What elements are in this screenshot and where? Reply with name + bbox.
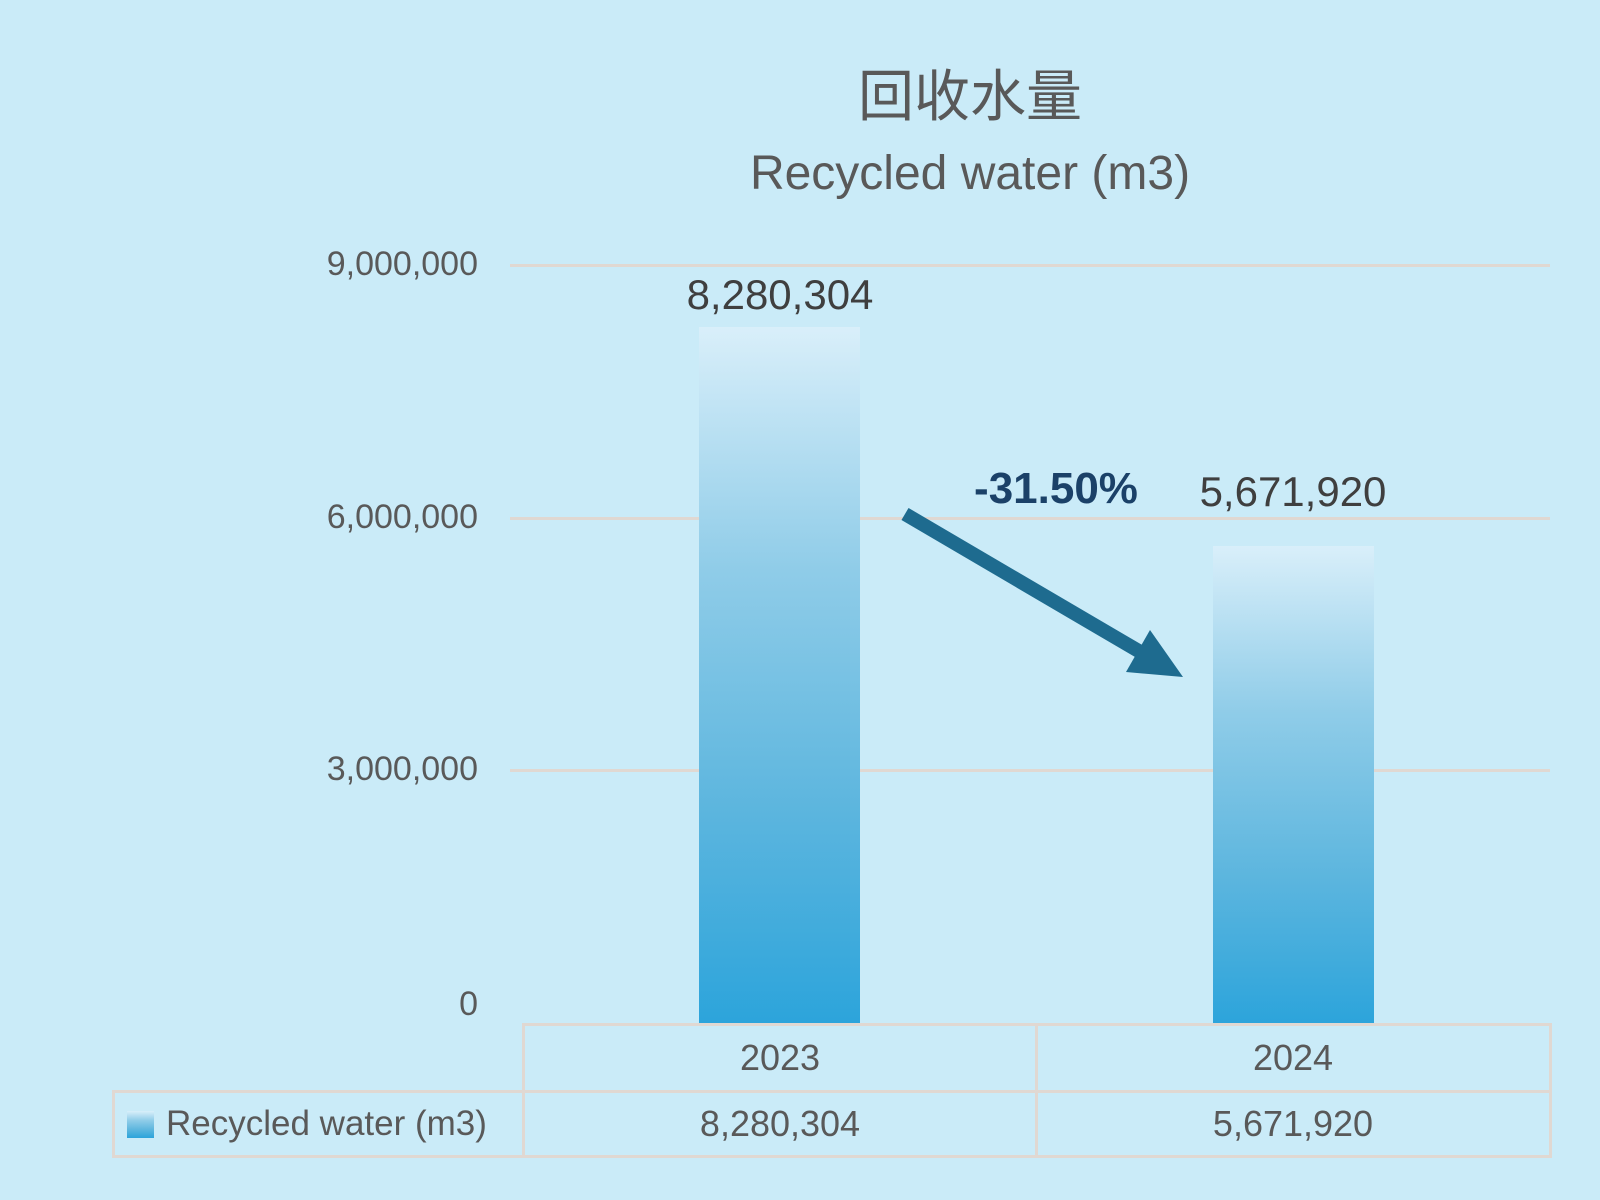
gridline-9000000 — [510, 264, 1550, 267]
decline-arrow-shaft — [901, 507, 1146, 660]
percent-change-label: -31.50% — [974, 464, 1138, 513]
decline-arrow-head — [1126, 630, 1183, 677]
y-axis-tick-9000000: 9,000,000 — [326, 245, 478, 283]
legend-cell: Recycled water (m3) — [112, 1090, 525, 1158]
bar-2024[interactable] — [1213, 546, 1374, 1024]
y-axis-tick-6000000: 6,000,000 — [326, 498, 478, 536]
y-axis-tick-3000000: 3,000,000 — [326, 750, 478, 788]
legend-label: Recycled water (m3) — [166, 1104, 487, 1143]
gridline-6000000 — [510, 517, 1550, 520]
table-value-2024: 5,671,920 — [1212, 1103, 1374, 1144]
legend-swatch-icon — [127, 1110, 154, 1138]
data-table-column-divider — [1035, 1023, 1038, 1158]
y-axis-tick-0: 0 — [459, 985, 478, 1023]
table-value-2023: 8,280,304 — [699, 1103, 861, 1144]
chart-title: 回收水量 — [858, 65, 1082, 128]
decline-arrow-icon — [901, 507, 1183, 677]
data-label-2024: 5,671,920 — [1199, 468, 1387, 515]
table-header-2023: 2023 — [739, 1037, 821, 1078]
data-label-2023: 8,280,304 — [686, 271, 874, 318]
bar-2023[interactable] — [699, 327, 860, 1024]
gridline-3000000 — [510, 769, 1550, 772]
chart-subtitle: Recycled water (m3) — [749, 147, 1191, 200]
table-header-2024: 2024 — [1252, 1037, 1334, 1078]
